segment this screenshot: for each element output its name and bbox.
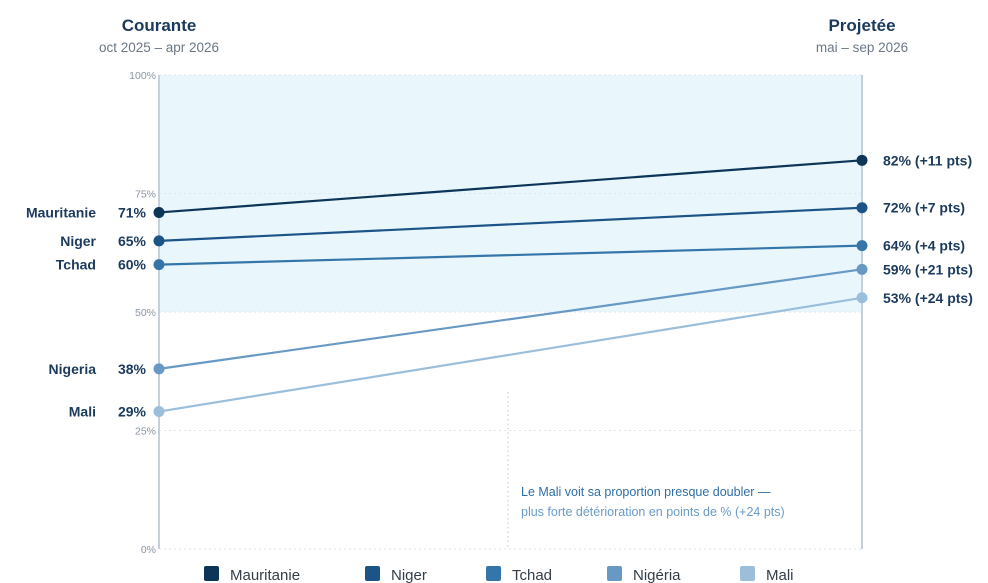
annotation-line-2: plus forte détérioration en points de % … [521, 505, 785, 519]
y-tick-label: 25% [135, 426, 156, 438]
left-column-title: Courante [122, 16, 197, 35]
right-value-label: 82% (+11 pts) [883, 152, 972, 168]
annotation-line-1: Le Mali voit sa proportion presque doubl… [521, 485, 771, 499]
point-right [856, 263, 868, 275]
y-tick-label: 75% [135, 189, 156, 201]
right-value-label: 53% (+24 pts) [883, 290, 973, 306]
left-category-label: Niger [60, 233, 96, 249]
right-value-label: 72% (+7 pts) [883, 200, 965, 216]
point-right [856, 292, 868, 304]
left-value-label: 71% [118, 204, 147, 220]
legend-label: Mauritanie [230, 567, 300, 583]
legend-label: Nigéria [633, 567, 681, 583]
left-category-label: Mali [69, 404, 96, 420]
point-left [153, 406, 165, 418]
left-column-subtitle: oct 2025 – apr 2026 [99, 40, 219, 55]
point-left [153, 235, 165, 247]
left-value-label: 29% [118, 404, 147, 420]
legend-label: Niger [391, 567, 427, 583]
y-tick-label: 0% [141, 544, 156, 556]
left-value-label: 38% [118, 361, 147, 377]
left-value-label: 65% [118, 233, 147, 249]
y-tick-label: 100% [129, 70, 156, 82]
legend-swatch [486, 566, 501, 581]
series-line [158, 244, 863, 266]
series-line [158, 206, 863, 242]
legend-label: Tchad [512, 567, 552, 583]
left-category-label: Tchad [56, 257, 96, 273]
point-right [856, 202, 868, 214]
left-category-label: Mauritanie [26, 204, 96, 220]
point-right [856, 240, 868, 252]
point-left [153, 206, 165, 218]
series-line [158, 268, 863, 370]
right-column-subtitle: mai – sep 2026 [816, 40, 908, 55]
right-column-title: Projetée [828, 16, 895, 35]
left-category-label: Nigeria [49, 361, 97, 377]
legend-swatch [607, 566, 622, 581]
series-line [158, 159, 863, 214]
legend-swatch [365, 566, 380, 581]
legend-swatch [740, 566, 755, 581]
point-left [153, 259, 165, 271]
series-line [158, 296, 863, 413]
legend-label: Mali [766, 567, 794, 583]
point-left [153, 363, 165, 375]
point-right [856, 154, 868, 166]
legend-swatch [204, 566, 219, 581]
y-tick-label: 50% [135, 307, 156, 319]
right-value-label: 59% (+21 pts) [883, 261, 973, 277]
left-value-label: 60% [118, 257, 147, 273]
right-value-label: 64% (+4 pts) [883, 238, 965, 254]
